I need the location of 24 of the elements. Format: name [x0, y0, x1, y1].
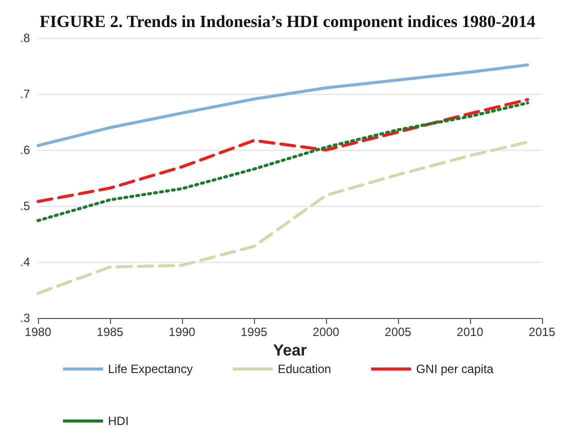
chart-title: FIGURE 2. Trends in Indonesia’s HDI component indices 1980-2014	[40, 12, 536, 31]
x-tick-label: 1985	[96, 325, 124, 339]
y-tick-label: .8	[20, 31, 30, 45]
y-tick-label: .7	[20, 87, 30, 101]
legend-label: HDI	[108, 414, 129, 428]
legend-label: Education	[278, 362, 332, 376]
line-series	[36, 63, 530, 148]
x-tick-label: 2010	[456, 325, 484, 339]
y-tick-label: .5	[20, 199, 30, 213]
y-tick-label: .3	[20, 311, 30, 325]
line-series	[36, 140, 530, 295]
y-tick-label: .6	[20, 143, 30, 157]
y-tick-label: .4	[20, 255, 30, 269]
x-tick-label: 2015	[528, 325, 556, 339]
x-tick-label: 1980	[24, 325, 52, 339]
x-tick-label: 1990	[168, 325, 196, 339]
legend-label: GNI per capita	[416, 362, 494, 376]
legend-label: Life Expectancy	[108, 362, 193, 376]
x-tick-label: 1995	[240, 325, 268, 339]
line-series	[36, 98, 530, 204]
x-axis-title: Year	[273, 342, 307, 360]
x-tick-label: 2000	[312, 325, 340, 339]
x-tick-label: 2005	[384, 325, 412, 339]
line-series	[36, 101, 530, 222]
